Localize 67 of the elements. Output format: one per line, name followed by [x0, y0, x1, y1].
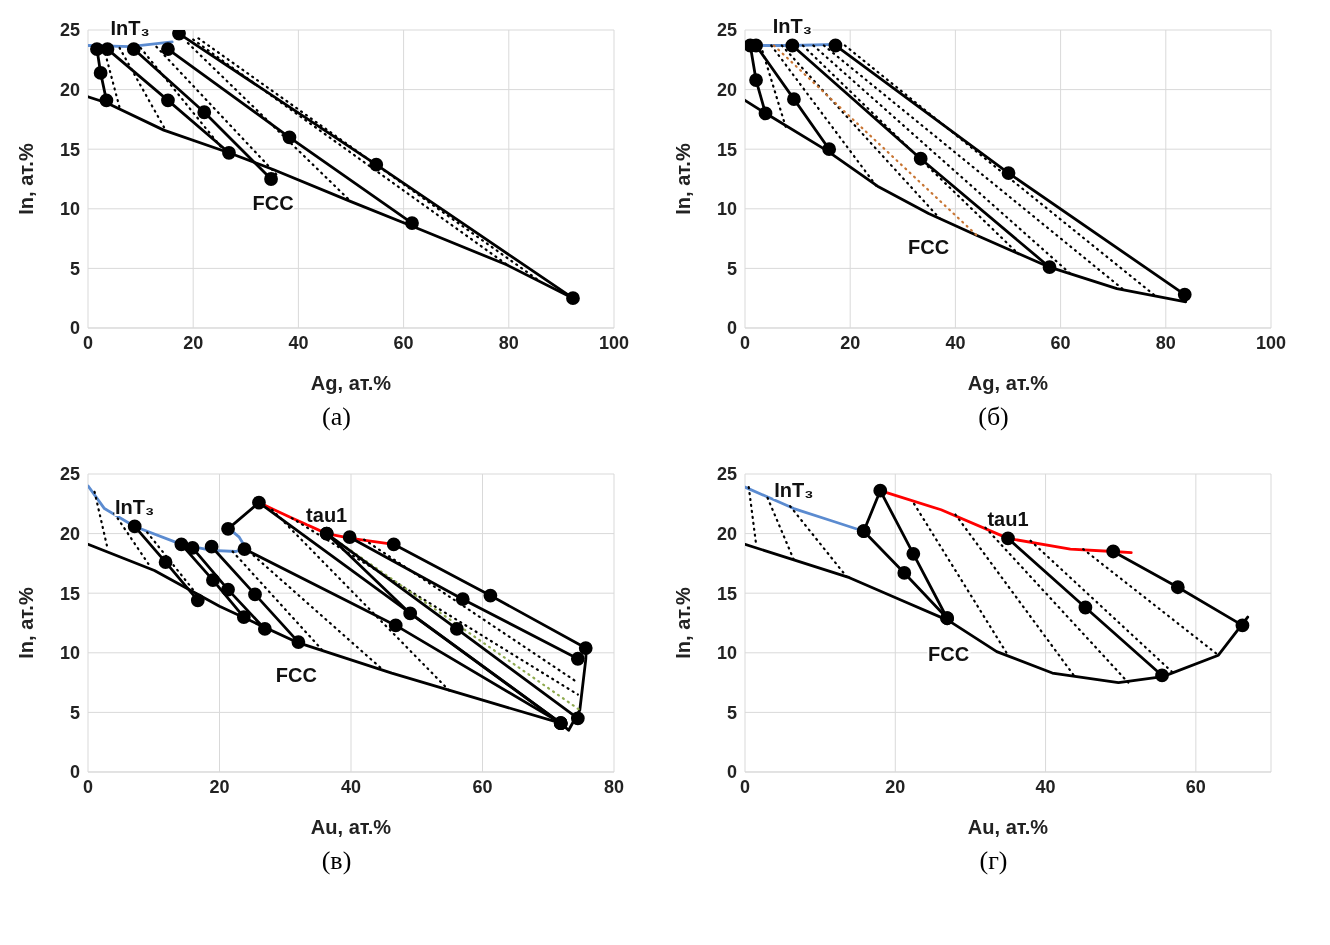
y-tick-label: 25: [716, 20, 737, 41]
series-label: FCC: [252, 191, 294, 214]
y-axis-title: In, ат.%: [15, 587, 38, 659]
y-tick-label: 15: [59, 583, 80, 604]
x-axis-title: Au, ат.%: [310, 816, 392, 838]
y-tick-label: 15: [716, 139, 737, 160]
x-tick-label: 80: [603, 776, 625, 797]
y-tick-label: 20: [59, 523, 80, 544]
y-tick-label: 25: [59, 20, 80, 41]
y-tick-label: 20: [716, 79, 737, 100]
x-tick-label: 40: [288, 332, 309, 353]
series-label: InT₃: [774, 478, 814, 501]
x-axis-title: Ag, ат.%: [967, 372, 1049, 394]
x-tick-label: 80: [498, 332, 519, 353]
x-tick-label: 0: [739, 332, 751, 353]
y-tick-label: 10: [59, 643, 80, 664]
y-tick-label: 10: [59, 199, 80, 220]
x-tick-label: 80: [1155, 332, 1176, 353]
y-axis-title: In, ат.%: [672, 587, 695, 659]
text: (б): [977, 402, 1010, 432]
x-tick-label: 60: [472, 776, 493, 797]
y-tick-label: 10: [716, 643, 737, 664]
series-label: tau1: [987, 508, 1029, 531]
series-label: tau1: [306, 503, 348, 526]
x-tick-label: 40: [1035, 776, 1056, 797]
x-tick-label: 20: [840, 332, 861, 353]
x-tick-label: 20: [209, 776, 230, 797]
x-tick-label: 20: [183, 332, 204, 353]
text: (г): [978, 846, 1009, 876]
x-tick-label: 60: [1050, 332, 1071, 353]
x-tick-label: 100: [598, 332, 630, 353]
y-tick-label: 25: [716, 464, 737, 485]
y-tick-label: 20: [716, 523, 737, 544]
y-tick-label: 5: [726, 702, 737, 723]
x-tick-label: 0: [82, 332, 94, 353]
series-label: InT₃: [110, 16, 150, 39]
x-tick-label: 0: [82, 776, 94, 797]
y-axis-title: In, ат.%: [672, 143, 695, 215]
x-tick-label: 100: [1255, 332, 1287, 353]
y-tick-label: 0: [726, 318, 737, 339]
y-tick-label: 20: [59, 79, 80, 100]
y-tick-label: 5: [69, 702, 80, 723]
text: (в): [320, 846, 353, 876]
x-tick-label: 0: [739, 776, 751, 797]
y-tick-label: 0: [726, 762, 737, 783]
series-label: FCC: [275, 664, 317, 687]
y-tick-label: 15: [59, 139, 80, 160]
series-label: FCC: [928, 642, 970, 665]
y-tick-label: 0: [69, 318, 80, 339]
x-tick-label: 60: [393, 332, 414, 353]
x-tick-label: 40: [340, 776, 362, 797]
x-tick-label: 20: [885, 776, 906, 797]
x-axis-title: Ag, ат.%: [310, 372, 392, 394]
y-tick-label: 0: [69, 762, 80, 783]
y-tick-label: 25: [59, 464, 80, 485]
text: (а): [321, 402, 352, 432]
series-label: FCC: [908, 235, 950, 258]
y-axis-title: In, ат.%: [15, 143, 38, 215]
x-tick-label: 40: [945, 332, 966, 353]
y-tick-label: 15: [716, 583, 737, 604]
y-tick-label: 5: [726, 258, 737, 279]
series-label: InT₃: [772, 15, 812, 38]
series-label: InT₃: [115, 496, 155, 519]
x-axis-title: Au, ат.%: [967, 816, 1049, 838]
y-tick-label: 10: [716, 199, 737, 220]
x-tick-label: 60: [1185, 776, 1206, 797]
y-tick-label: 5: [69, 258, 80, 279]
